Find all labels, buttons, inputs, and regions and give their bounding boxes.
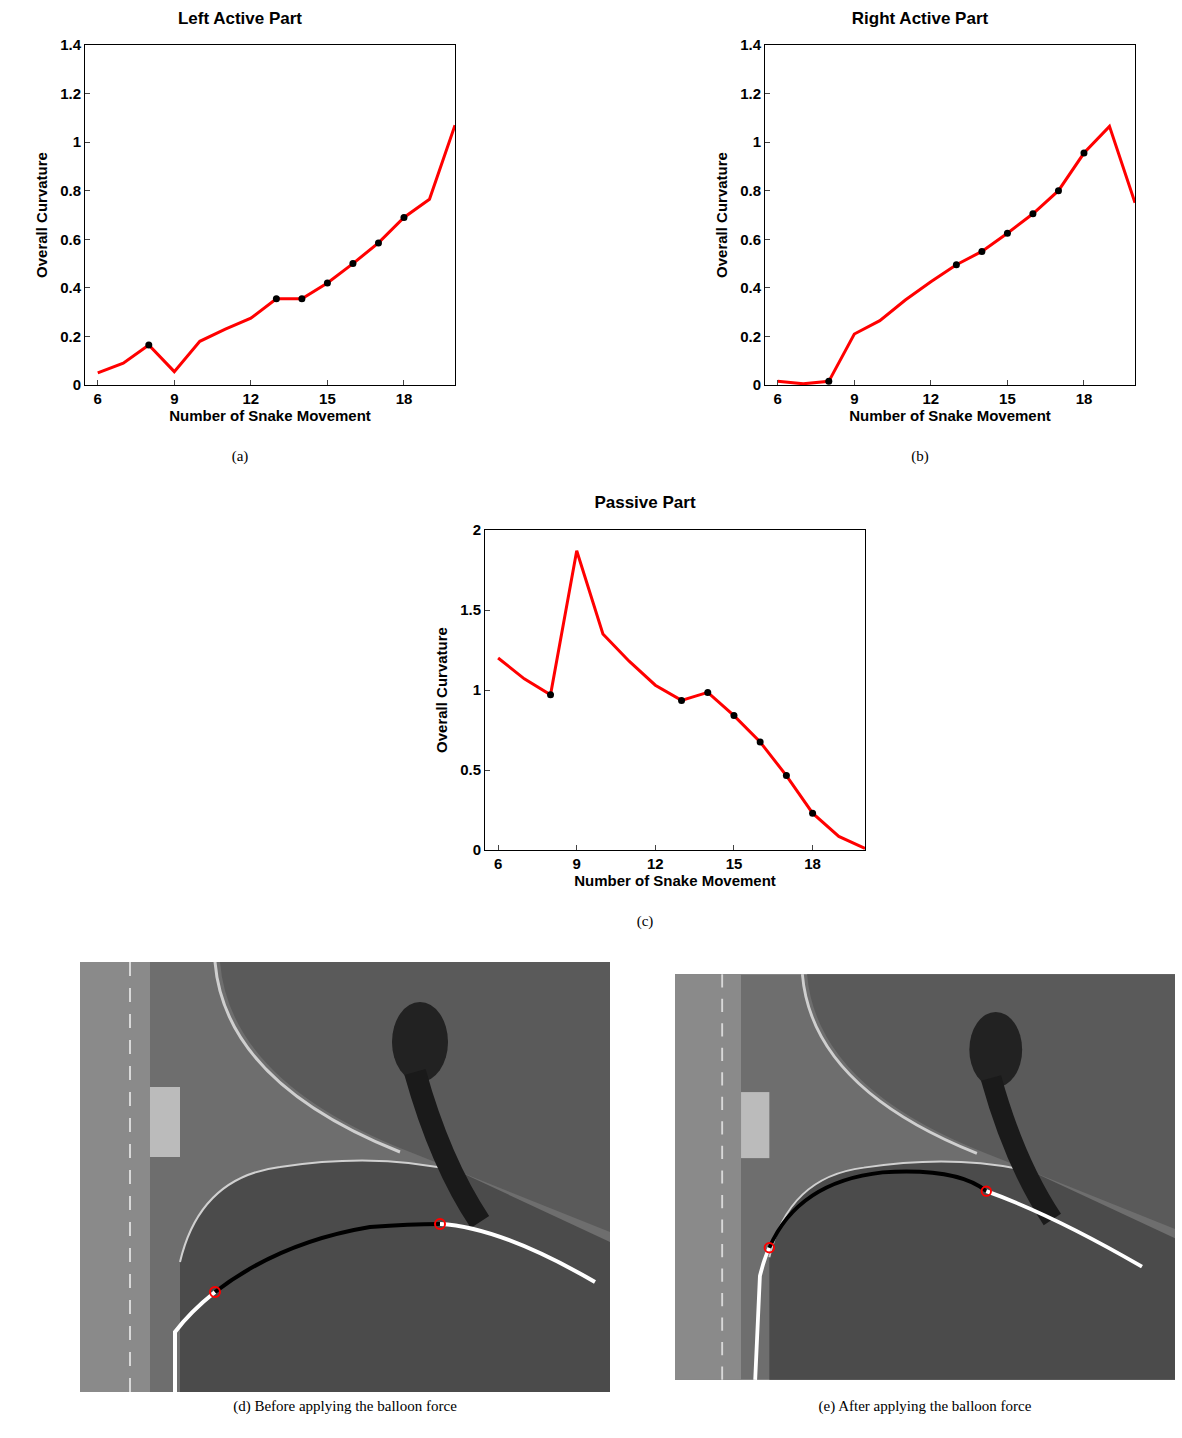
svg-text:0.2: 0.2: [60, 328, 81, 345]
svg-text:1: 1: [73, 133, 81, 150]
svg-text:1.5: 1.5: [460, 601, 481, 618]
html-text:(b): (b): [911, 448, 929, 464]
svg-text:0: 0: [753, 376, 761, 393]
svg-text:9: 9: [170, 390, 178, 407]
svg-text:Right Active Part: Right Active Part: [852, 9, 989, 28]
svg-text:1: 1: [753, 133, 761, 150]
svg-text:Left Active Part: Left Active Part: [178, 9, 302, 28]
svg-text:2: 2: [473, 521, 481, 538]
svg-text:1.2: 1.2: [60, 85, 81, 102]
svg-text:0: 0: [473, 841, 481, 858]
svg-text:6: 6: [494, 855, 502, 872]
svg-text:1: 1: [473, 681, 481, 698]
svg-text:12: 12: [243, 390, 260, 407]
svg-text:0.8: 0.8: [60, 182, 81, 199]
svg-text:Number of Snake Movement: Number of Snake Movement: [849, 407, 1051, 424]
svg-text:0.8: 0.8: [740, 182, 761, 199]
svg-text:Number of Snake Movement: Number of Snake Movement: [169, 407, 371, 424]
svg-text:1.4: 1.4: [740, 36, 762, 53]
svg-text:Passive Part: Passive Part: [594, 493, 695, 512]
svg-text:9: 9: [573, 855, 581, 872]
svg-text:9: 9: [850, 390, 858, 407]
svg-text:Overall Curvature: Overall Curvature: [433, 627, 450, 753]
svg-text:6: 6: [774, 390, 782, 407]
html-text:(d) Before applying the balloo: (d) Before applying the balloon force: [233, 1398, 457, 1414]
html-text:(e) After applying the balloon: (e) After applying the balloon force: [818, 1398, 1032, 1414]
html-text:(c): (c): [636, 913, 654, 929]
svg-text:15: 15: [319, 390, 336, 407]
svg-text:0.5: 0.5: [460, 761, 481, 778]
svg-text:0.2: 0.2: [740, 328, 761, 345]
svg-text:12: 12: [923, 390, 940, 407]
svg-text:0.6: 0.6: [60, 231, 81, 248]
svg-text:0.4: 0.4: [60, 279, 82, 296]
svg-text:12: 12: [647, 855, 664, 872]
svg-text:15: 15: [726, 855, 743, 872]
svg-text:18: 18: [1076, 390, 1093, 407]
svg-text:15: 15: [999, 390, 1016, 407]
svg-text:6: 6: [94, 390, 102, 407]
html-text:(a): (a): [231, 448, 249, 464]
svg-text:1.4: 1.4: [60, 36, 82, 53]
svg-text:18: 18: [804, 855, 821, 872]
svg-text:Number of Snake Movement: Number of Snake Movement: [574, 872, 776, 889]
svg-text:0.6: 0.6: [740, 231, 761, 248]
svg-text:0: 0: [73, 376, 81, 393]
svg-text:Overall Curvature: Overall Curvature: [33, 152, 50, 278]
svg-text:0.4: 0.4: [740, 279, 762, 296]
svg-text:Overall Curvature: Overall Curvature: [713, 152, 730, 278]
svg-text:18: 18: [396, 390, 413, 407]
svg-text:1.2: 1.2: [740, 85, 761, 102]
